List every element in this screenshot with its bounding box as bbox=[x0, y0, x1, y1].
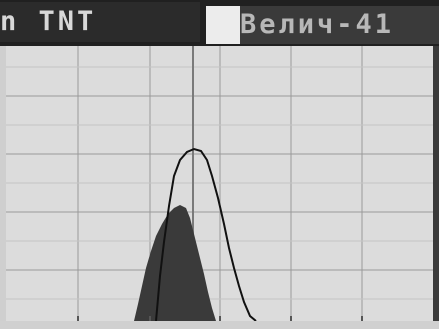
plot-fine-grid bbox=[6, 66, 433, 300]
histogram-canvas bbox=[6, 46, 433, 321]
outline-histogram bbox=[155, 147, 257, 321]
title-bar: n TNT Велич-41 bbox=[0, 0, 439, 46]
title-separator bbox=[206, 6, 240, 44]
magnitude-label: Велич-41 bbox=[240, 6, 439, 44]
filled-histogram bbox=[134, 205, 216, 321]
channel-label: n TNT bbox=[0, 2, 200, 42]
bottom-frame bbox=[0, 321, 439, 329]
histogram-plot bbox=[6, 46, 433, 321]
left-frame bbox=[0, 46, 6, 329]
bottom-ticks bbox=[77, 316, 363, 321]
right-frame bbox=[433, 46, 439, 329]
